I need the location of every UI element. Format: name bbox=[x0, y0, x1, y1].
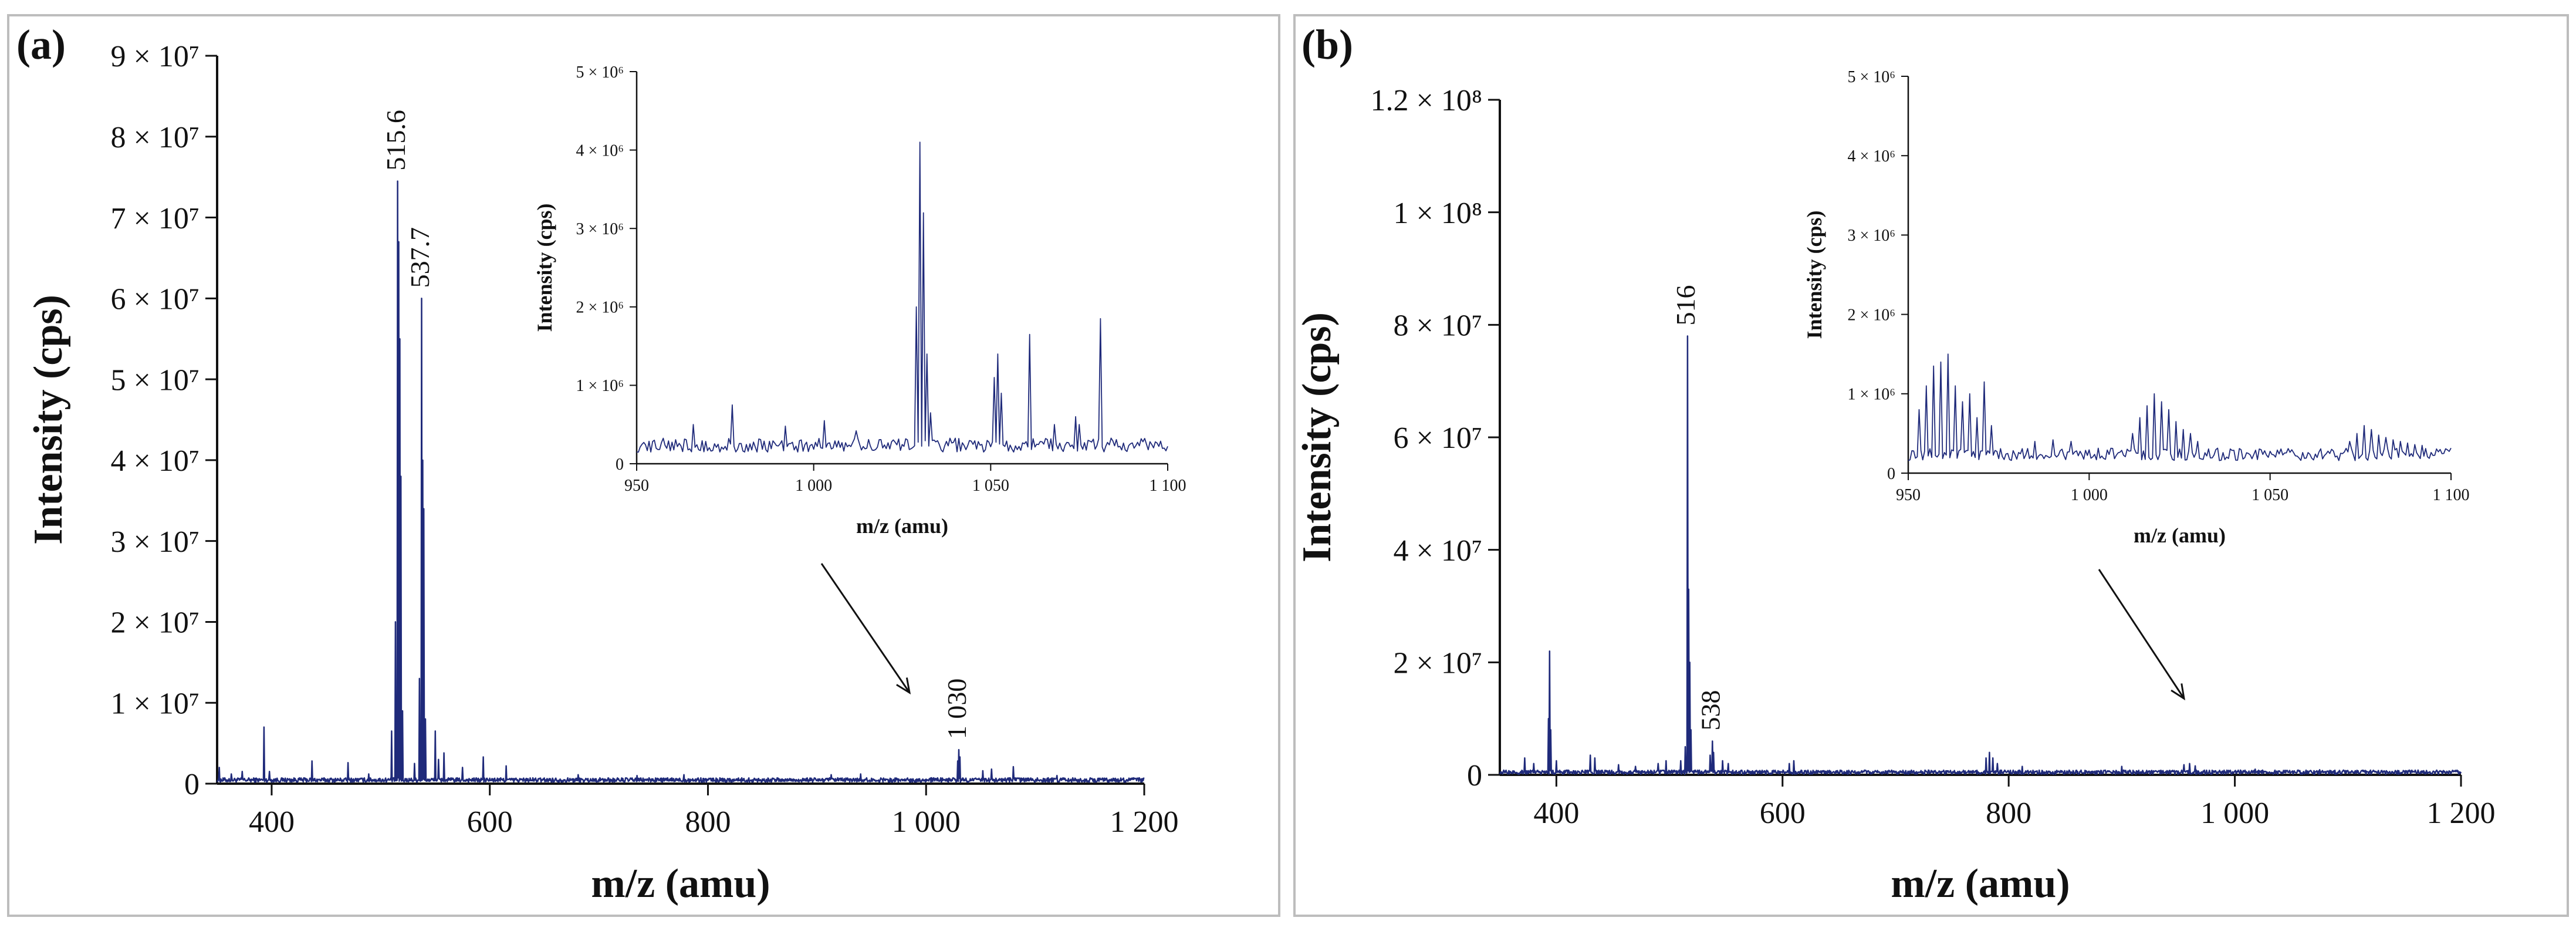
x-tick-label: 1 200 bbox=[2427, 797, 2496, 830]
inset-spectrum-line bbox=[637, 141, 1168, 453]
x-tick-label: 1 200 bbox=[1110, 805, 1179, 839]
inset-y-tick-label: 1 × 10⁶ bbox=[1847, 386, 1895, 404]
inset-x-tick-label: 1 000 bbox=[2071, 486, 2108, 504]
x-tick-label: 800 bbox=[685, 805, 731, 839]
inset-y-tick-label: 4 × 10⁶ bbox=[1847, 147, 1895, 166]
x-tick-label: 600 bbox=[1760, 797, 1806, 830]
y-tick-label: 6 × 10⁷ bbox=[1394, 421, 1482, 455]
inset-y-tick-label: 3 × 10⁶ bbox=[1847, 227, 1895, 245]
arrow-head bbox=[896, 677, 911, 695]
inset-x-axis-title: m/z (amu) bbox=[856, 514, 948, 538]
inset-x-tick-label: 1 050 bbox=[2252, 486, 2288, 504]
peak-label: 516 bbox=[1671, 285, 1701, 326]
x-axis-title: m/z (amu) bbox=[591, 861, 770, 906]
peak-label: 537.7 bbox=[405, 227, 435, 288]
inset-pointer-arrow bbox=[820, 563, 911, 693]
y-tick-label: 3 × 10⁷ bbox=[111, 525, 200, 559]
y-tick-label: 8 × 10⁷ bbox=[111, 121, 200, 154]
inset-y-tick-label: 5 × 10⁶ bbox=[1847, 68, 1895, 86]
y-tick-label: 4 × 10⁷ bbox=[1394, 534, 1482, 568]
inset-y-tick-label: 4 × 10⁶ bbox=[576, 141, 624, 160]
y-tick-label: 0 bbox=[184, 768, 200, 801]
panel-a: (a) 400 600 800 1 000 1 200 0 1 × 10⁷ 2 × 10⁷ 3 ×… bbox=[16, 21, 1186, 906]
inset-spectrum-line bbox=[1908, 353, 2452, 461]
inset-y-tick-label: 1 × 10⁶ bbox=[576, 377, 624, 395]
spectrum-line bbox=[216, 180, 1145, 783]
inset-x-tick-label: 1 100 bbox=[1150, 477, 1186, 495]
y-tick-label: 1.2 × 10⁸ bbox=[1371, 84, 1482, 117]
x-tick-label: 400 bbox=[1533, 797, 1579, 830]
y-tick-label: 0 bbox=[1467, 759, 1482, 792]
y-tick-label: 8 × 10⁷ bbox=[1394, 309, 1482, 343]
x-tick-label: 600 bbox=[467, 805, 513, 839]
inset-x-tick-label: 950 bbox=[1896, 486, 1921, 504]
peak-label: 538 bbox=[1695, 690, 1725, 731]
y-tick-label: 6 × 10⁷ bbox=[111, 283, 200, 316]
arrow-head bbox=[2171, 683, 2186, 701]
y-tick-label: 2 × 10⁷ bbox=[111, 606, 200, 640]
y-tick-label: 9 × 10⁷ bbox=[111, 40, 200, 73]
x-tick-label: 800 bbox=[1986, 797, 2031, 830]
inset-y-axis-title: Intensity (cps) bbox=[1803, 210, 1826, 339]
y-tick-label: 2 × 10⁷ bbox=[1394, 647, 1482, 680]
peak-label: 515.6 bbox=[381, 110, 411, 171]
inset-x-axis-title: m/z (amu) bbox=[2134, 524, 2226, 547]
panel-b: (b) 400 600 800 1 000 1 200 0 2 × 10⁷ 4 × 10⁷ 6 ×… bbox=[1294, 21, 2496, 906]
y-axis-title: Intensity (cps) bbox=[26, 295, 71, 545]
x-tick-label: 400 bbox=[249, 805, 295, 839]
y-tick-label: 4 × 10⁷ bbox=[111, 444, 200, 478]
inset-x-tick-label: 1 000 bbox=[795, 477, 832, 495]
inset-y-tick-label: 2 × 10⁶ bbox=[576, 299, 624, 317]
inset-y-tick-label: 0 bbox=[616, 456, 624, 474]
inset-x-tick-label: 1 100 bbox=[2433, 486, 2470, 504]
y-tick-label: 7 × 10⁷ bbox=[111, 202, 200, 235]
spectrum-line bbox=[1499, 335, 2462, 775]
inset-y-tick-label: 5 × 10⁶ bbox=[576, 63, 624, 82]
inset-y-tick-label: 2 × 10⁶ bbox=[1847, 306, 1895, 324]
inset-y-tick-label: 3 × 10⁶ bbox=[576, 220, 624, 238]
panel-label: (a) bbox=[16, 21, 66, 68]
peak-label: 1 030 bbox=[942, 679, 972, 740]
panel-a-frame bbox=[7, 14, 1280, 917]
inset-pointer-arrow bbox=[2098, 569, 2185, 699]
inset-y-axis-title: Intensity (cps) bbox=[533, 203, 556, 332]
panel-label: (b) bbox=[1301, 21, 1353, 68]
x-tick-label: 1 000 bbox=[892, 805, 961, 839]
y-tick-label: 5 × 10⁷ bbox=[111, 363, 200, 397]
inset-x-tick-label: 950 bbox=[624, 477, 649, 495]
inset-y-tick-label: 0 bbox=[1887, 465, 1895, 483]
inset-x-tick-label: 1 050 bbox=[972, 477, 1009, 495]
panel-b-frame bbox=[1293, 14, 2569, 917]
x-tick-label: 1 000 bbox=[2200, 797, 2269, 830]
x-axis-title: m/z (amu) bbox=[1891, 861, 2070, 906]
y-axis-title: Intensity (cps) bbox=[1294, 312, 1340, 562]
y-tick-label: 1 × 10⁸ bbox=[1394, 197, 1482, 230]
y-tick-label: 1 × 10⁷ bbox=[111, 687, 200, 720]
